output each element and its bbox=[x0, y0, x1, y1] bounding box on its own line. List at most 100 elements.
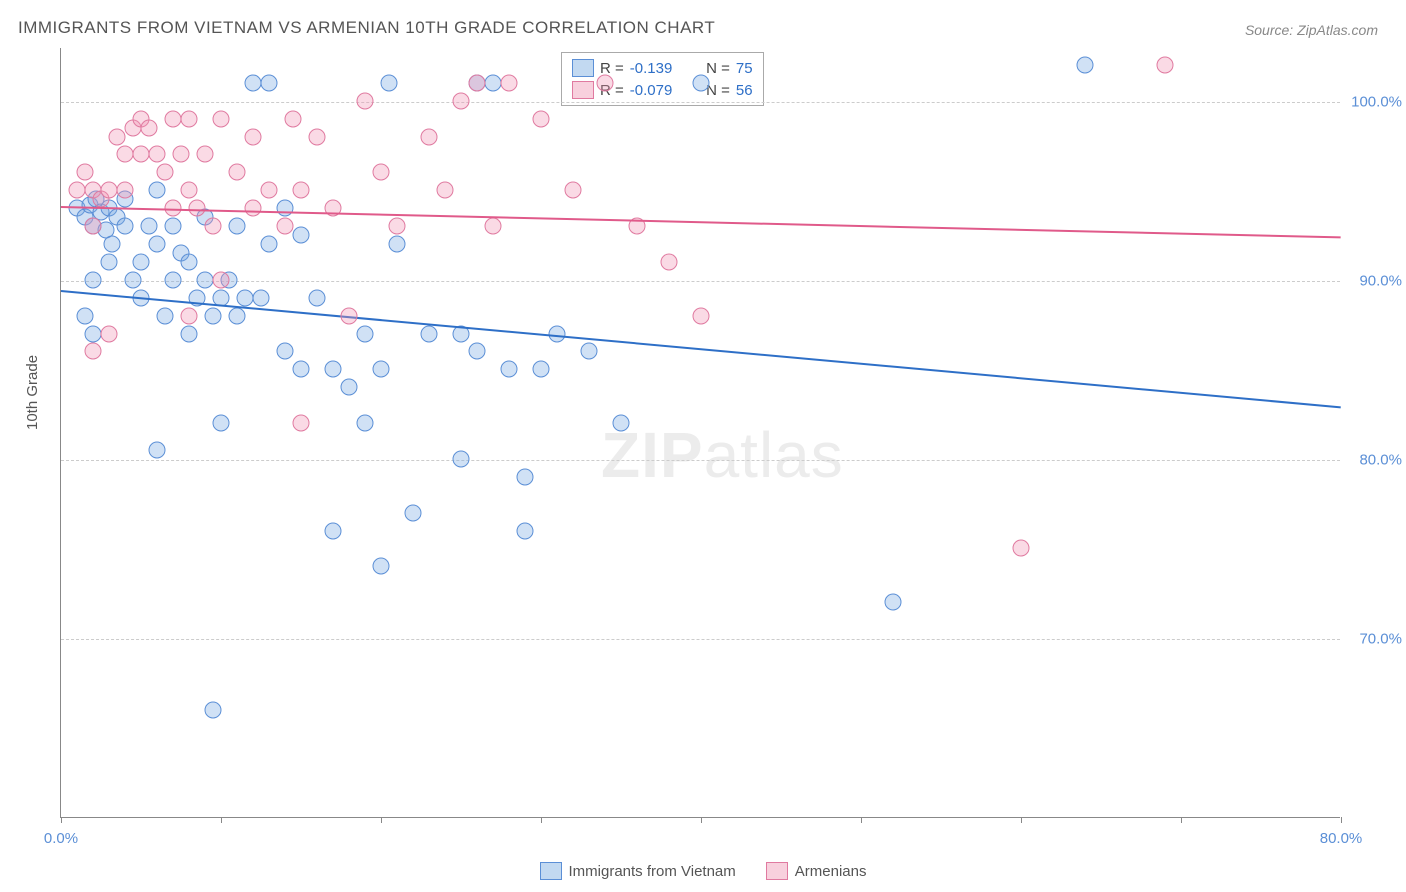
data-point bbox=[109, 128, 126, 145]
data-point bbox=[181, 307, 198, 324]
data-point bbox=[1013, 540, 1030, 557]
data-point bbox=[453, 450, 470, 467]
data-point bbox=[661, 253, 678, 270]
data-point bbox=[373, 558, 390, 575]
data-point bbox=[229, 218, 246, 235]
data-point bbox=[181, 253, 198, 270]
data-point bbox=[341, 307, 358, 324]
data-point bbox=[213, 415, 230, 432]
gridline bbox=[61, 281, 1340, 282]
data-point bbox=[293, 227, 310, 244]
xtick-label: 0.0% bbox=[44, 830, 78, 847]
data-point bbox=[149, 441, 166, 458]
data-point bbox=[149, 235, 166, 252]
swatch-pink-icon bbox=[572, 81, 594, 99]
data-point bbox=[277, 218, 294, 235]
data-point bbox=[245, 74, 262, 91]
legend-item: Armenians bbox=[766, 862, 867, 880]
data-point bbox=[245, 128, 262, 145]
data-point bbox=[165, 271, 182, 288]
data-point bbox=[205, 307, 222, 324]
data-point bbox=[253, 289, 270, 306]
data-point bbox=[261, 74, 278, 91]
gridline bbox=[61, 639, 1340, 640]
data-point bbox=[205, 218, 222, 235]
trend-line bbox=[61, 206, 1341, 238]
watermark: ZIPatlas bbox=[601, 418, 844, 492]
data-point bbox=[213, 110, 230, 127]
legend-label: Armenians bbox=[795, 863, 867, 880]
data-point bbox=[77, 307, 94, 324]
ytick-label: 80.0% bbox=[1359, 451, 1402, 468]
data-point bbox=[421, 128, 438, 145]
gridline bbox=[61, 102, 1340, 103]
xtick bbox=[541, 817, 542, 823]
data-point bbox=[261, 235, 278, 252]
data-point bbox=[245, 200, 262, 217]
data-point bbox=[197, 271, 214, 288]
data-point bbox=[197, 146, 214, 163]
data-point bbox=[101, 325, 118, 342]
data-point bbox=[389, 218, 406, 235]
data-point bbox=[69, 182, 86, 199]
data-point bbox=[613, 415, 630, 432]
data-point bbox=[309, 289, 326, 306]
data-point bbox=[277, 343, 294, 360]
data-point bbox=[581, 343, 598, 360]
data-point bbox=[1077, 56, 1094, 73]
xtick-label: 80.0% bbox=[1320, 830, 1363, 847]
data-point bbox=[285, 110, 302, 127]
data-point bbox=[77, 164, 94, 181]
xtick bbox=[1181, 817, 1182, 823]
data-point bbox=[229, 307, 246, 324]
data-point bbox=[85, 218, 102, 235]
data-point bbox=[133, 253, 150, 270]
data-point bbox=[533, 361, 550, 378]
swatch-blue-icon bbox=[540, 862, 562, 880]
data-point bbox=[293, 182, 310, 199]
data-point bbox=[373, 361, 390, 378]
data-point bbox=[357, 325, 374, 342]
data-point bbox=[693, 307, 710, 324]
data-point bbox=[1157, 56, 1174, 73]
data-point bbox=[405, 504, 422, 521]
data-point bbox=[597, 74, 614, 91]
data-point bbox=[501, 361, 518, 378]
ytick-label: 100.0% bbox=[1351, 93, 1402, 110]
ytick-label: 70.0% bbox=[1359, 630, 1402, 647]
data-point bbox=[104, 235, 121, 252]
data-point bbox=[389, 235, 406, 252]
legend-bottom: Immigrants from Vietnam Armenians bbox=[0, 862, 1406, 880]
data-point bbox=[141, 218, 158, 235]
data-point bbox=[421, 325, 438, 342]
data-point bbox=[469, 343, 486, 360]
xtick bbox=[861, 817, 862, 823]
data-point bbox=[517, 468, 534, 485]
data-point bbox=[565, 182, 582, 199]
data-point bbox=[101, 253, 118, 270]
data-point bbox=[325, 361, 342, 378]
y-axis-label: 10th Grade bbox=[24, 355, 41, 430]
data-point bbox=[293, 415, 310, 432]
data-point bbox=[533, 110, 550, 127]
source-label: Source: ZipAtlas.com bbox=[1245, 22, 1378, 38]
data-point bbox=[85, 271, 102, 288]
data-point bbox=[165, 218, 182, 235]
data-point bbox=[149, 146, 166, 163]
data-point bbox=[277, 200, 294, 217]
data-point bbox=[373, 164, 390, 181]
data-point bbox=[693, 74, 710, 91]
data-point bbox=[437, 182, 454, 199]
data-point bbox=[341, 379, 358, 396]
swatch-blue-icon bbox=[572, 59, 594, 77]
chart-plot-area: ZIPatlas R = -0.139 N = 75R = -0.079 N =… bbox=[60, 48, 1340, 818]
legend-item: Immigrants from Vietnam bbox=[540, 862, 736, 880]
data-point bbox=[453, 92, 470, 109]
data-point bbox=[181, 110, 198, 127]
xtick bbox=[221, 817, 222, 823]
data-point bbox=[117, 182, 134, 199]
data-point bbox=[101, 182, 118, 199]
data-point bbox=[237, 289, 254, 306]
data-point bbox=[469, 74, 486, 91]
data-point bbox=[117, 146, 134, 163]
